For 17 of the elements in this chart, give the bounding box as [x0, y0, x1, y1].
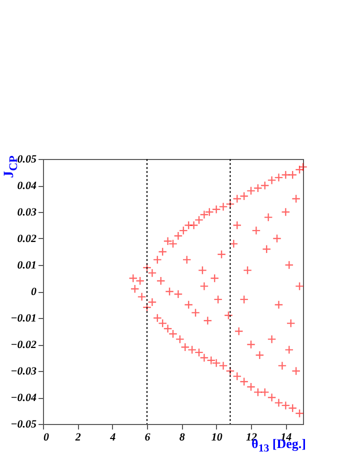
- y-tick-label: −0.02: [10, 339, 37, 351]
- y-tick-label: −0.04: [10, 392, 37, 404]
- x-tick-label: 2: [74, 432, 82, 444]
- x-tick-label: 10: [211, 432, 223, 444]
- x-tick-label: 0: [44, 432, 50, 444]
- y-tick-label: −0.03: [10, 366, 37, 378]
- y-tick-label: 0.05: [17, 154, 37, 166]
- y-tick-label: 0.02: [17, 233, 37, 245]
- x-tick-label: 4: [109, 432, 116, 444]
- y-tick-label: 0.04: [17, 180, 37, 192]
- y-tick-label: 0.01: [17, 260, 36, 272]
- x-tick-label: 8: [179, 432, 186, 444]
- y-tick-label: 0.03: [17, 206, 37, 218]
- y-tick-label: 0: [31, 286, 37, 298]
- y-tick-label: −0.05: [10, 418, 37, 430]
- x-tick-label: 6: [144, 432, 151, 444]
- y-tick-label: −0.01: [10, 312, 36, 324]
